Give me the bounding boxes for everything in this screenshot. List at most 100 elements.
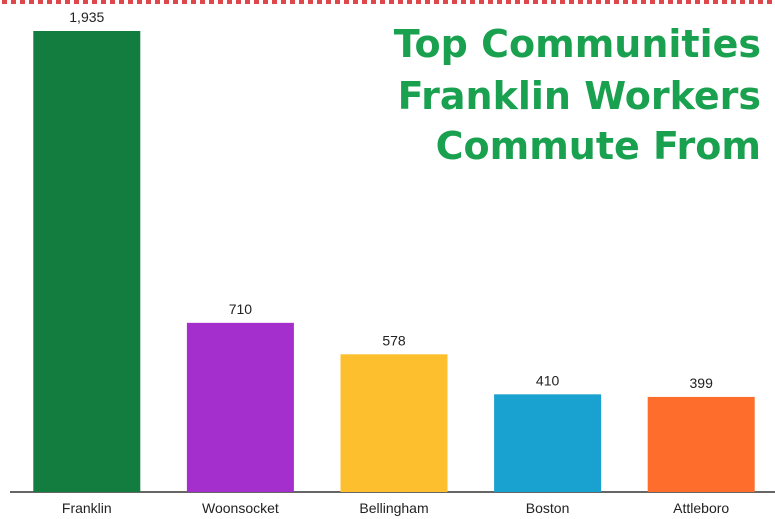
border-dot [218, 0, 223, 4]
border-dot [605, 0, 610, 4]
value-label-bellingham: 578 [382, 332, 406, 348]
border-dot [254, 0, 259, 4]
border-dot [29, 0, 34, 4]
border-dot [362, 0, 367, 4]
border-dot [110, 0, 115, 4]
value-label-woonsocket: 710 [229, 301, 253, 317]
category-label-boston: Boston [526, 500, 570, 516]
border-dot [452, 0, 457, 4]
border-dot [344, 0, 349, 4]
border-dot [695, 0, 700, 4]
border-dot [290, 0, 295, 4]
border-dot [515, 0, 520, 4]
border-dot [263, 0, 268, 4]
border-dot [11, 0, 16, 4]
border-dot [533, 0, 538, 4]
chart-title-line-3: Commute From [435, 124, 761, 168]
border-dot [335, 0, 340, 4]
category-label-franklin: Franklin [62, 500, 112, 516]
border-dot [524, 0, 529, 4]
border-dot [83, 0, 88, 4]
border-dot [569, 0, 574, 4]
border-dot [488, 0, 493, 4]
border-dot [146, 0, 151, 4]
border-dot [236, 0, 241, 4]
border-dot [623, 0, 628, 4]
border-dot [164, 0, 169, 4]
category-label-woonsocket: Woonsocket [202, 500, 279, 516]
border-dot [137, 0, 142, 4]
border-dot [155, 0, 160, 4]
border-dot [380, 0, 385, 4]
border-dot [434, 0, 439, 4]
border-dot [686, 0, 691, 4]
border-dot [767, 0, 772, 4]
border-dot [398, 0, 403, 4]
border-dot [317, 0, 322, 4]
bar-boston [494, 394, 602, 492]
border-dot [47, 0, 52, 4]
border-dot [587, 0, 592, 4]
border-dot [470, 0, 475, 4]
border-dot [713, 0, 718, 4]
border-dot [245, 0, 250, 4]
border-dot [173, 0, 178, 4]
border-dot [101, 0, 106, 4]
border-dot [389, 0, 394, 4]
bar-franklin [33, 31, 141, 492]
border-dot [425, 0, 430, 4]
border-dot [677, 0, 682, 4]
chart-title-line-1: Top Communities [393, 22, 761, 66]
border-dot [227, 0, 232, 4]
border-dot [641, 0, 646, 4]
bar-woonsocket [186, 322, 294, 492]
border-dot [272, 0, 277, 4]
border-dot [2, 0, 7, 4]
border-dot [308, 0, 313, 4]
border-dot [56, 0, 61, 4]
border-dot [128, 0, 133, 4]
border-dot [38, 0, 43, 4]
bar-attleboro [647, 396, 755, 492]
chart-title-line-2: Franklin Workers [397, 74, 761, 118]
border-dot [506, 0, 511, 4]
border-dot [119, 0, 124, 4]
border-dot [758, 0, 763, 4]
border-dot [443, 0, 448, 4]
border-dot [200, 0, 205, 4]
border-dot [74, 0, 79, 4]
border-dot [479, 0, 484, 4]
border-dot [353, 0, 358, 4]
border-dot [722, 0, 727, 4]
category-label-attleboro: Attleboro [673, 500, 729, 516]
border-dot [407, 0, 412, 4]
value-label-boston: 410 [536, 372, 560, 388]
category-label-bellingham: Bellingham [359, 500, 428, 516]
border-dot [731, 0, 736, 4]
border-dot [371, 0, 376, 4]
value-label-franklin: 1,935 [69, 9, 104, 25]
border-dot [209, 0, 214, 4]
border-dot [65, 0, 70, 4]
border-dot [551, 0, 556, 4]
border-dot [659, 0, 664, 4]
border-dot [182, 0, 187, 4]
bar-bellingham [340, 354, 448, 492]
border-dot [299, 0, 304, 4]
border-dot [614, 0, 619, 4]
border-dot [191, 0, 196, 4]
border-dot [20, 0, 25, 4]
border-dot [542, 0, 547, 4]
border-dot [668, 0, 673, 4]
border-dot [749, 0, 754, 4]
border-dot [596, 0, 601, 4]
border-dot [497, 0, 502, 4]
border-dot [704, 0, 709, 4]
border-dot [650, 0, 655, 4]
value-label-attleboro: 399 [690, 375, 714, 391]
border-dot [416, 0, 421, 4]
border-dot [740, 0, 745, 4]
border-dot [326, 0, 331, 4]
border-dot [281, 0, 286, 4]
